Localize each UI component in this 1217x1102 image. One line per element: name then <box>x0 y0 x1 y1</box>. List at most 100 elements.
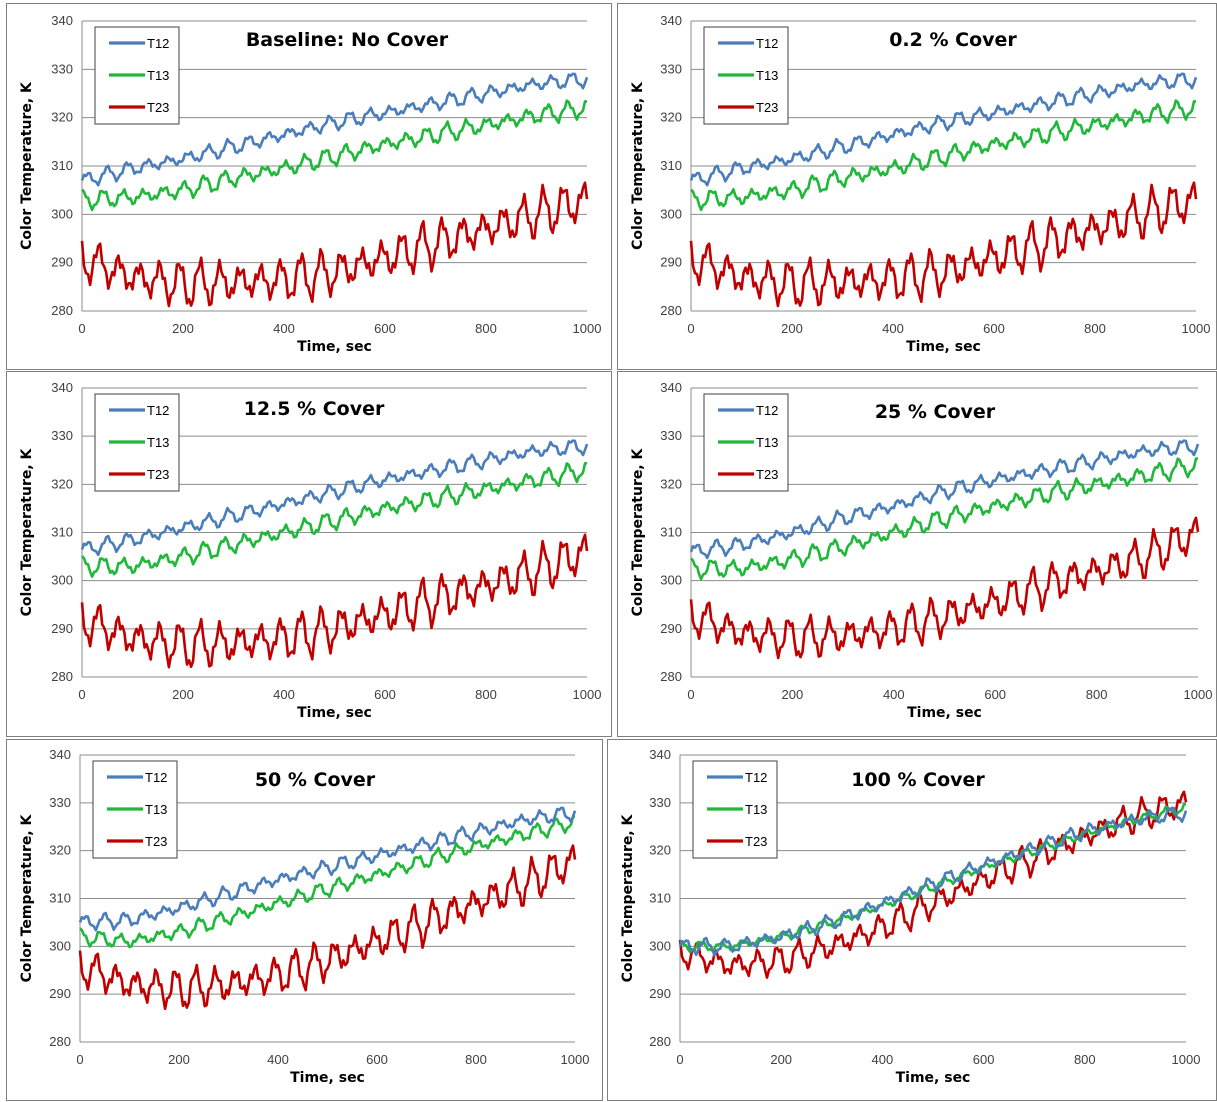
series-line-t13 <box>690 457 1199 581</box>
x-tick-label: 800 <box>475 687 497 702</box>
x-tick-label: 200 <box>168 1052 190 1067</box>
x-axis-title: Time, sec <box>297 339 372 355</box>
x-axis-title: Time, sec <box>906 339 981 355</box>
legend-label-t23: T23 <box>745 834 767 849</box>
y-tick-label: 320 <box>51 110 73 125</box>
series-line-t13 <box>81 462 588 578</box>
x-tick-label: 400 <box>273 321 295 336</box>
chart-svg-0-2-cover: 280 290 300 310 320 330 340 0 200 400 600 800 1000 Ti… <box>630 13 1211 355</box>
y-tick-label: 280 <box>51 303 73 318</box>
x-tick-label: 200 <box>770 1052 792 1067</box>
x-tick-label: 600 <box>374 321 396 336</box>
y-axis-title: Color Temperature, K <box>19 81 35 250</box>
series-line-t12 <box>689 439 1200 560</box>
x-tick-label: 1000 <box>561 1052 590 1067</box>
chart-title: 25 % Cover <box>875 401 996 423</box>
y-tick-label: 290 <box>660 621 682 636</box>
chart-svg-12-5-cover: 280 290 300 310 320 330 340 0 200 400 600 800 1000 Ti… <box>19 380 602 721</box>
series-line-t12 <box>78 806 577 932</box>
x-tick-label: 800 <box>1074 1052 1096 1067</box>
y-tick-label: 340 <box>660 13 682 28</box>
y-tick-label: 340 <box>649 747 671 762</box>
series-line-t12 <box>80 439 589 557</box>
y-tick-label: 310 <box>51 525 73 540</box>
x-tick-label: 400 <box>882 321 904 336</box>
y-tick-label: 280 <box>49 1034 71 1049</box>
y-axis-title: Color Temperature, K <box>630 81 646 250</box>
chart-panel-25-cover: 280 290 300 310 320 330 340 0 200 400 600 800 1000 Ti… <box>617 371 1217 737</box>
series-line-t23 <box>689 516 1200 660</box>
y-tick-label: 290 <box>660 255 682 270</box>
legend-label-t12: T12 <box>145 770 167 785</box>
series-line-t23 <box>80 181 589 308</box>
x-tick-label: 200 <box>782 687 804 702</box>
x-tick-label: 600 <box>983 321 1005 336</box>
x-axis-title: Time, sec <box>297 705 372 721</box>
x-tick-label: 0 <box>687 687 694 702</box>
x-tick-label: 0 <box>78 321 85 336</box>
x-axis-title: Time, sec <box>290 1070 365 1086</box>
legend-label-t13: T13 <box>145 802 167 817</box>
legend-label-t12: T12 <box>147 403 169 418</box>
chart-panel-100-cover: 280 290 300 310 320 330 340 0 200 400 600 800 1000 Ti… <box>607 739 1217 1101</box>
y-tick-label: 340 <box>51 380 73 395</box>
y-tick-label: 320 <box>649 843 671 858</box>
y-tick-label: 320 <box>51 476 73 491</box>
legend-label-t23: T23 <box>147 100 169 115</box>
series-line-t12 <box>689 72 1198 187</box>
x-tick-label: 200 <box>172 687 194 702</box>
series-line-t13 <box>81 99 587 212</box>
y-axis-title: Color Temperature, K <box>630 447 646 616</box>
y-tick-label: 330 <box>51 61 73 76</box>
y-tick-label: 330 <box>51 428 73 443</box>
legend-label-t12: T12 <box>745 770 767 785</box>
x-tick-label: 0 <box>676 1052 683 1067</box>
y-tick-label: 340 <box>49 747 71 762</box>
y-tick-label: 330 <box>49 795 71 810</box>
y-tick-label: 330 <box>660 61 682 76</box>
legend-label-t12: T12 <box>756 403 778 418</box>
y-axis-title: Color Temperature, K <box>19 447 35 616</box>
y-tick-label: 290 <box>649 986 671 1001</box>
y-tick-label: 280 <box>51 669 73 684</box>
x-tick-label: 0 <box>76 1052 83 1067</box>
legend-label-t13: T13 <box>147 435 169 450</box>
x-tick-label: 1000 <box>1182 321 1211 336</box>
x-tick-label: 400 <box>267 1052 289 1067</box>
y-tick-label: 320 <box>49 843 71 858</box>
x-tick-label: 800 <box>1084 321 1106 336</box>
x-tick-label: 600 <box>374 687 396 702</box>
x-tick-label: 1000 <box>1184 687 1213 702</box>
y-tick-label: 310 <box>649 891 671 906</box>
y-tick-label: 340 <box>660 380 682 395</box>
chart-panel-50-cover: 280 290 300 310 320 330 340 0 200 400 600 800 1000 Ti… <box>6 739 603 1101</box>
x-tick-label: 600 <box>984 687 1006 702</box>
y-tick-label: 300 <box>51 573 73 588</box>
chart-panel-baseline: 280 290 300 310 320 330 340 0 200 400 600 800 1000 Ti… <box>6 3 612 370</box>
series-line-t23 <box>689 181 1198 308</box>
chart-title: 100 % Cover <box>851 769 985 791</box>
y-tick-label: 280 <box>660 303 682 318</box>
series-line-t12 <box>80 72 589 187</box>
y-tick-label: 300 <box>649 938 671 953</box>
y-tick-label: 320 <box>660 476 682 491</box>
y-tick-label: 300 <box>51 206 73 221</box>
y-axis-title: Color Temperature, K <box>620 813 636 982</box>
legend-label-t13: T13 <box>745 802 767 817</box>
y-tick-label: 330 <box>649 795 671 810</box>
x-tick-label: 1000 <box>573 321 602 336</box>
x-tick-label: 800 <box>1086 687 1108 702</box>
chart-title: 12.5 % Cover <box>244 398 385 420</box>
x-tick-label: 400 <box>872 1052 894 1067</box>
x-tick-label: 400 <box>883 687 905 702</box>
y-tick-label: 280 <box>660 669 682 684</box>
y-axis-title: Color Temperature, K <box>19 813 35 982</box>
legend-label-t13: T13 <box>756 68 778 83</box>
chart-title: 0.2 % Cover <box>889 29 1017 51</box>
chart-title: 50 % Cover <box>255 769 376 791</box>
y-tick-label: 300 <box>49 938 71 953</box>
x-tick-label: 1000 <box>573 687 602 702</box>
x-tick-label: 600 <box>366 1052 388 1067</box>
chart-title: Baseline: No Cover <box>246 29 449 51</box>
y-tick-label: 310 <box>49 891 71 906</box>
